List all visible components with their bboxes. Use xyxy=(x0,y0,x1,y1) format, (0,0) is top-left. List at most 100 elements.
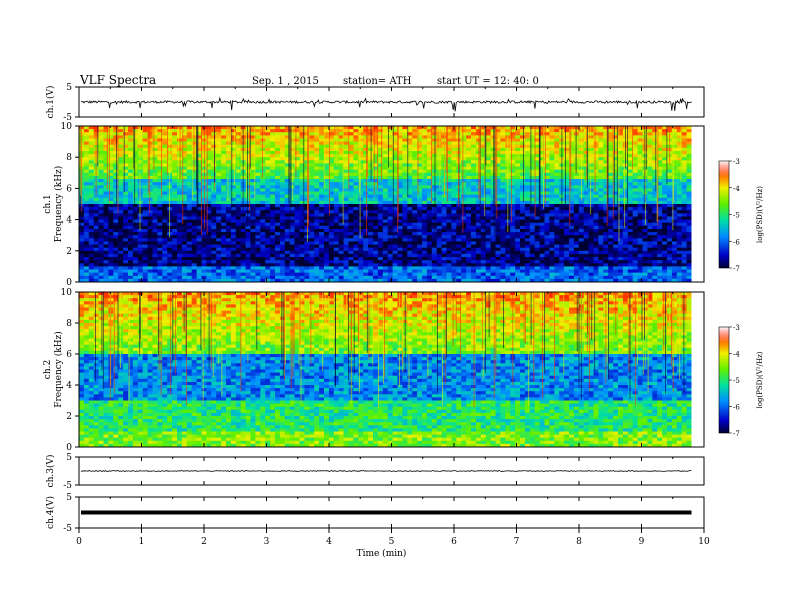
spectrogram-cell xyxy=(647,210,653,214)
spectrogram-cell xyxy=(662,200,668,205)
spectrogram-cell xyxy=(407,207,413,211)
spectrogram-cell xyxy=(186,244,193,249)
spectrogram-cell xyxy=(206,185,212,189)
spectrogram-cell xyxy=(529,154,536,158)
spectrogram-cell xyxy=(309,216,315,220)
spectrogram-cell xyxy=(490,200,496,205)
spectrogram-cell xyxy=(265,238,271,242)
spectrogram-cell xyxy=(304,204,310,208)
spectrogram-cell xyxy=(593,207,599,211)
spectrogram-cell xyxy=(456,229,462,233)
spectrogram-cell xyxy=(573,200,580,205)
spectrogram-cell xyxy=(500,188,506,192)
spectrogram-cell xyxy=(515,182,521,186)
spectrogram-cell xyxy=(93,225,99,230)
spectrogram-cell xyxy=(113,197,119,202)
spectrogram-cell xyxy=(549,207,555,211)
spectrogram-cell xyxy=(314,210,320,214)
spectrogram-cell xyxy=(147,216,153,220)
spectrogram-cell xyxy=(461,232,467,236)
spectrogram-cell xyxy=(593,216,599,220)
spectrogram-cell xyxy=(230,179,237,183)
spectrogram-cell xyxy=(157,144,163,149)
spectrogram-cell xyxy=(363,185,369,189)
spectrogram-cell xyxy=(667,244,673,249)
spectrogram-cell xyxy=(632,204,638,208)
spectrogram-cell xyxy=(211,194,217,199)
spectrogram-cell xyxy=(573,238,580,242)
spectrogram-cell xyxy=(647,222,653,227)
spectrogram-cell xyxy=(172,213,178,217)
spectrogram-cell xyxy=(412,207,418,211)
spectrogram-cell xyxy=(627,160,634,164)
spectrogram-cell xyxy=(402,197,408,202)
spectrogram-cell xyxy=(588,141,594,146)
spectrogram-cell xyxy=(299,151,305,155)
spectrogram-cell xyxy=(618,229,624,233)
spectrogram-cell xyxy=(304,163,310,167)
spectrogram-cell xyxy=(485,222,491,227)
spectrogram-cell xyxy=(240,244,246,249)
spectrogram-cell xyxy=(172,138,178,142)
spectrogram-cell xyxy=(480,204,487,208)
spectrogram-cell xyxy=(108,135,114,139)
spectrogram-cell xyxy=(671,179,678,183)
spectrogram-cell xyxy=(324,225,330,230)
spectrogram-cell xyxy=(275,194,281,199)
spectrogram-cell xyxy=(686,147,692,152)
spectrogram-cell xyxy=(363,172,369,177)
spectrogram-cell xyxy=(426,213,433,217)
spectrogram-cell xyxy=(397,182,403,186)
spectrogram-cell xyxy=(275,147,281,152)
spectrogram-cell xyxy=(554,232,560,236)
spectrogram-cell xyxy=(500,166,506,171)
spectrogram-cell xyxy=(137,200,144,205)
spectrogram-cell xyxy=(485,216,491,220)
spectrogram-cell xyxy=(608,129,614,133)
spectrogram-cell xyxy=(441,238,447,242)
spectrogram-cell xyxy=(480,135,487,139)
spectrogram-cell xyxy=(588,169,594,174)
spectrogram-cell xyxy=(108,247,114,252)
spectrogram-cell xyxy=(662,207,668,211)
spectrogram-cell xyxy=(309,169,315,174)
spectrogram-cell xyxy=(181,194,188,199)
spectrogram-cell xyxy=(564,141,570,146)
spectrogram-cell xyxy=(191,200,197,205)
spectrogram-cell xyxy=(573,216,580,220)
spectrogram-cell xyxy=(284,188,291,192)
spectrogram-cell xyxy=(632,182,638,186)
spectrogram-cell xyxy=(549,151,555,155)
spectrogram-cell xyxy=(446,200,452,205)
spectrogram-cell xyxy=(603,169,609,174)
spectrogram-cell xyxy=(294,213,300,217)
spectrogram-cell xyxy=(495,154,501,158)
spectrogram-cell xyxy=(573,185,580,189)
spectrogram-cell xyxy=(172,169,178,174)
spectrogram-cell xyxy=(524,126,531,130)
spectrogram-cell xyxy=(226,169,232,174)
spectrogram-cell xyxy=(147,229,153,233)
spectrogram-cell xyxy=(270,200,276,205)
spectrogram-cell xyxy=(255,132,261,136)
spectrogram-cell xyxy=(319,132,325,136)
spectrogram-cell xyxy=(593,188,599,192)
spectrogram-cell xyxy=(417,213,423,217)
spectrogram-cell xyxy=(309,132,315,136)
spectrogram-cell xyxy=(392,147,398,152)
spectrogram-cell xyxy=(103,160,109,164)
spectrogram-cell xyxy=(250,207,256,211)
spectrogram-cell xyxy=(495,216,501,220)
spectrogram-cell xyxy=(608,154,614,158)
spectrogram-cell xyxy=(98,157,104,161)
spectrogram-cell xyxy=(676,126,683,130)
spectrogram-cell xyxy=(113,210,119,214)
spectrogram-cell xyxy=(520,163,526,167)
spectrogram-cell xyxy=(686,207,692,211)
spectrogram-cell xyxy=(588,235,594,239)
spectrogram-cell xyxy=(255,188,261,192)
spectrogram-cell xyxy=(221,244,227,249)
spectrogram-cell xyxy=(333,169,340,174)
spectrogram-cell xyxy=(319,222,325,227)
spectrogram-cell xyxy=(446,138,452,142)
